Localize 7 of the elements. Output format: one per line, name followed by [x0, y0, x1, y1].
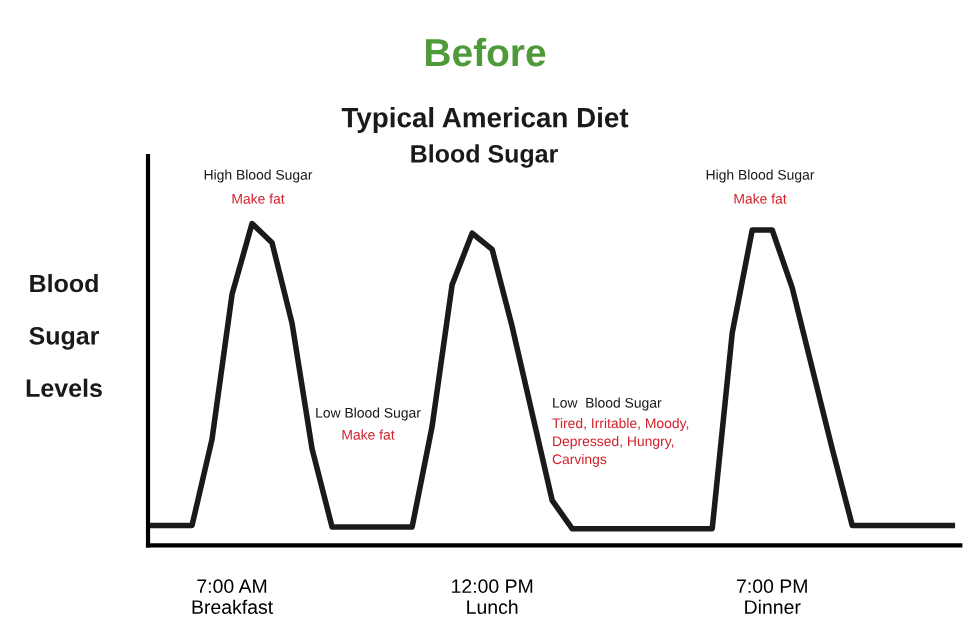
text: Blood Sugar Levels: [26, 274, 102, 398]
x-tick-label: 7:00 AM Breakfast: [192, 579, 273, 614]
chart-subtitle: Typical American Diet: [341, 107, 629, 133]
x-tick-label: 12:00 PM Lunch: [452, 579, 533, 614]
x-tick-label: 7:00 PM Dinner: [737, 579, 807, 614]
chart-title: Before: [426, 37, 546, 67]
text: Blood Sugar: [411, 144, 558, 168]
